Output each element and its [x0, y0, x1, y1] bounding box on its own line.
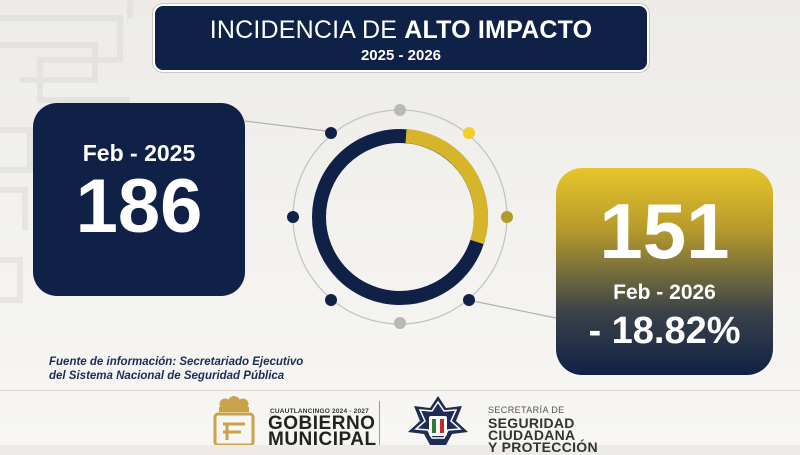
ring-dot-left [287, 211, 299, 223]
inner-ring-gold-arc [405, 129, 488, 245]
ring-dot-bottom-left [325, 294, 337, 306]
gov-line-1: GOBIERNO [268, 413, 376, 434]
percent-change: - 18.82% [588, 310, 741, 352]
period-label-2025: Feb - 2025 [82, 140, 196, 166]
secretariat-label: SECRETARÍA DE [488, 405, 565, 415]
card-feb-2025: Feb - 2025 186 [33, 103, 245, 296]
comparison-ring [244, 104, 557, 329]
source-note: Fuente de información: Secretariado Ejec… [49, 356, 304, 382]
municipality-period: CUAUTLANCINGO 2024 - 2027 [270, 408, 369, 415]
ring-dot-top-right [463, 127, 475, 139]
ring-dot-top-left [325, 127, 337, 139]
ring-dot-right [501, 211, 513, 223]
card-feb-2026: 151 Feb - 2026 - 18.82% [556, 168, 773, 375]
sec-line-2: CIUDADANA [488, 427, 576, 443]
connector-left [244, 120, 327, 132]
period-label-2026: Feb - 2026 [613, 281, 716, 304]
ring-dot-bottom [394, 317, 406, 329]
connector-right [467, 299, 557, 319]
footer-logo-separator [379, 401, 380, 445]
sec-line-1: SEGURIDAD [488, 415, 575, 431]
footer-divider [0, 390, 800, 391]
value-2026: 151 [599, 187, 730, 275]
ring-dot-bottom-right [463, 294, 475, 306]
sec-line-3: Y PROTECCIÓN [488, 439, 598, 455]
page-title: INCIDENCIA DE ALTO IMPACTO [209, 16, 593, 44]
background-maze-pattern [0, 0, 133, 303]
gov-line-2: MUNICIPAL [268, 429, 377, 450]
ring-dot-top [394, 104, 406, 116]
value-2025: 186 [75, 164, 203, 249]
title-banner: INCIDENCIA DE ALTO IMPACTO 2025 - 2026 [153, 4, 649, 72]
year-range: 2025 - 2026 [360, 47, 442, 64]
municipal-crest-icon [213, 396, 255, 445]
police-star-badge-icon [408, 396, 468, 445]
